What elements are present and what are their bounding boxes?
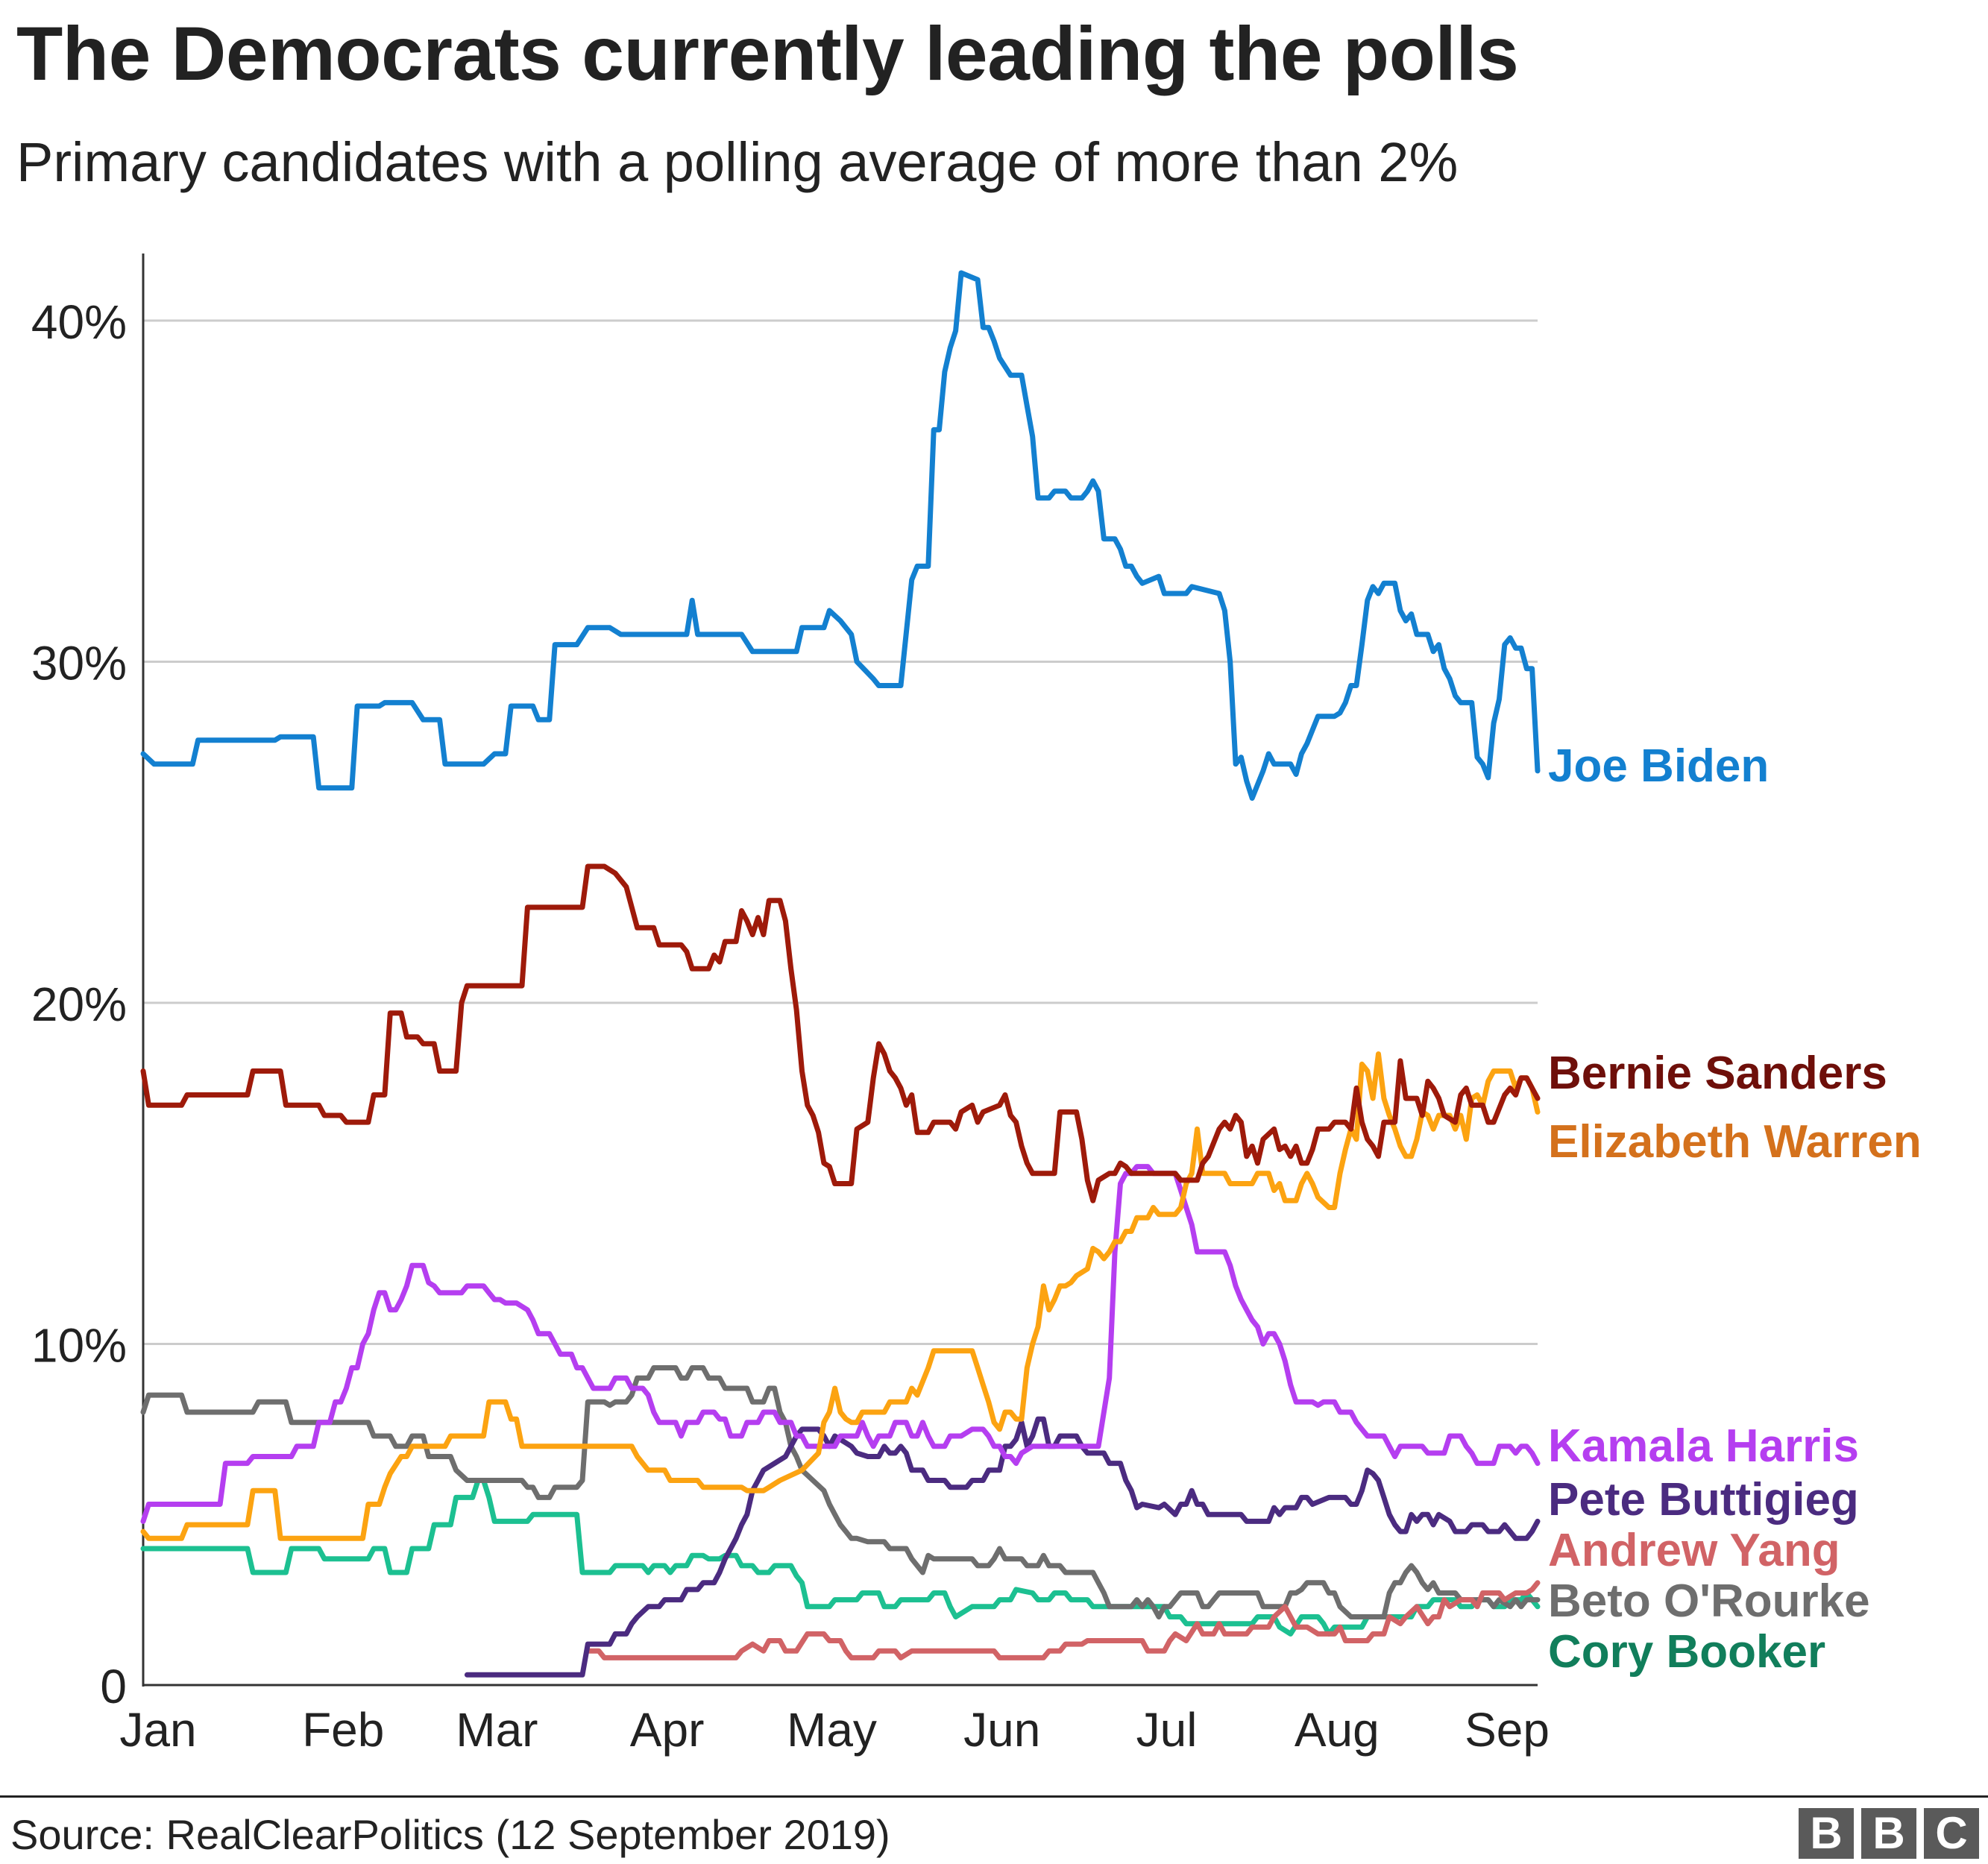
series-labels: Joe Biden Bernie Sanders Elizabeth Warren K… [1548,740,1922,1678]
x-tick-label: May [787,1703,877,1757]
y-tick-label: 30% [31,637,127,690]
chart-subtitle: Primary candidates with a polling averag… [16,131,1459,193]
logo-letter: C [1924,1808,1979,1859]
x-tick-label: Jan [119,1703,196,1757]
logo-letter: B [1799,1808,1854,1859]
y-tick-label: 0 [100,1660,127,1713]
x-tick-label: Feb [302,1703,384,1757]
bbc-logo: B B C [1799,1808,1979,1859]
x-tick-label: Jun [963,1703,1040,1757]
series-line [140,1164,1541,1524]
series-label: Joe Biden [1548,740,1769,792]
series-line [140,270,1541,801]
series-line [140,1051,1541,1541]
y-tick-label: 40% [31,295,127,349]
x-tick-label: Sep [1465,1703,1550,1757]
axes: 0 10% 20% 30% 40% Jan Feb Mar Apr May Jun Jul Aug Sep [31,254,1550,1757]
series-label: Kamala Harris [1548,1420,1859,1472]
series-line [140,1478,1541,1637]
series-line [140,863,1541,1203]
x-tick-label: Mar [456,1703,538,1757]
y-tick-label: 10% [31,1319,127,1373]
gridlines [143,319,1538,1345]
line-chart: 0 10% 20% 30% 40% Jan Feb Mar Apr May Jun Jul Aug Sep… [31,254,1922,1757]
series-label: Cory Booker [1548,1626,1825,1678]
series-label: Andrew Yang [1548,1525,1840,1576]
footer-divider [0,1795,1988,1798]
x-tick-label: Aug [1295,1703,1380,1757]
series-label: Pete Buttigieg [1548,1474,1859,1525]
x-tick-label: Apr [630,1703,705,1757]
source-note: Source: RealClearPolitics (12 September … [10,1811,890,1858]
series-label: Elizabeth Warren [1548,1116,1922,1168]
x-tick-label: Jul [1136,1703,1198,1757]
series-label: Beto O'Rourke [1548,1575,1870,1627]
chart-title: The Democrats currently leading the poll… [16,11,1519,96]
series-label: Bernie Sanders [1548,1048,1887,1099]
logo-letter: B [1861,1808,1916,1859]
series-line [140,1365,1541,1619]
series-line [585,1580,1541,1660]
series-lines [140,270,1541,1678]
y-tick-label: 20% [31,977,127,1031]
